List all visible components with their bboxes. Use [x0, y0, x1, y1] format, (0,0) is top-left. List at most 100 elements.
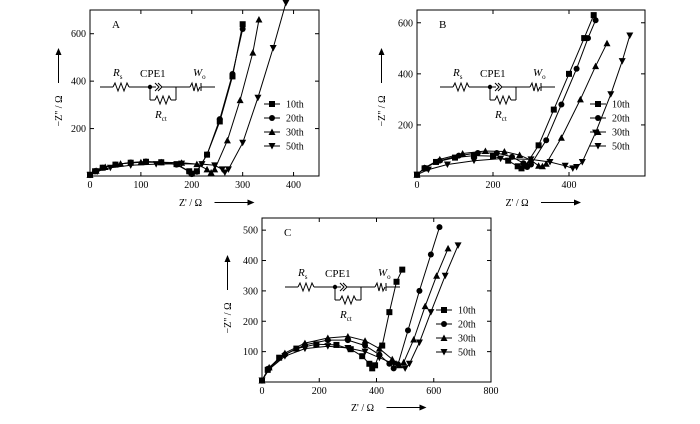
marker-square [239, 21, 246, 28]
marker-square [399, 266, 406, 273]
y-axis-arrowhead [224, 255, 231, 262]
x-tick-label: 0 [260, 386, 265, 397]
circuit-rct-resistor [494, 94, 512, 106]
marker-square [490, 153, 496, 160]
marker-circle [441, 321, 447, 327]
marker-triangle-down [281, 353, 289, 360]
series-line [261, 269, 403, 381]
marker-triangle-up [268, 128, 276, 135]
marker-triangle-up [375, 345, 383, 352]
marker-square [359, 353, 366, 360]
marker-square [581, 35, 588, 42]
marker-square [347, 346, 354, 353]
equivalent-circuit: Rs CPE1 Rct Wo [100, 67, 215, 123]
legend-entry-30th: 30th [286, 128, 304, 139]
marker-square [452, 154, 458, 161]
marker-triangle-down [443, 161, 451, 169]
circuit-label-wo-sub: o [542, 73, 546, 81]
marker-triangle-up [436, 155, 444, 163]
marker-triangle-down [470, 157, 478, 165]
marker-triangle-up [203, 165, 211, 173]
marker-circle [436, 224, 443, 231]
marker-square [366, 360, 373, 367]
x-tick-label: 300 [235, 180, 250, 191]
marker-triangle-up [576, 95, 584, 103]
marker-triangle-down [626, 32, 634, 40]
marker-triangle-up [400, 358, 408, 366]
plot-frame [416, 9, 646, 177]
series-line [261, 248, 449, 381]
marker-square [369, 365, 376, 372]
marker-triangle-down [258, 377, 266, 384]
marker-triangle-down [569, 165, 577, 172]
circuit-label-rs-sub: s [120, 73, 123, 81]
marker-triangle-up [255, 15, 263, 23]
circuit-rs-resistor [452, 81, 470, 93]
marker-circle [520, 160, 527, 167]
x-axis-label: Z' / Ω [505, 198, 528, 209]
marker-square [441, 307, 447, 313]
marker-triangle-up [324, 334, 332, 341]
legend-entry-20th: 20th [612, 114, 630, 125]
series-50th [413, 32, 634, 179]
legend-entry-30th: 30th [458, 334, 476, 345]
marker-triangle-up [603, 39, 611, 47]
circuit-label-wo: Wo [193, 67, 206, 81]
marker-triangle-up [236, 96, 244, 104]
x-tick-label: 100 [133, 180, 148, 191]
marker-circle [216, 116, 223, 123]
marker-triangle-down [607, 91, 615, 98]
marker-square [595, 101, 601, 107]
marker-triangle-down [618, 58, 626, 65]
marker-triangle-up [592, 62, 600, 70]
series-10th [259, 266, 406, 384]
circuit-label-wo: Wo [533, 67, 546, 81]
circuit-wo-element [529, 81, 541, 93]
y-tick-label: 600 [398, 18, 413, 29]
x-tick-label: 400 [369, 386, 384, 397]
marker-square [372, 362, 379, 369]
marker-square [535, 142, 542, 149]
panel-label: A [112, 19, 120, 31]
series-50th [86, 0, 290, 179]
marker-square [518, 165, 525, 172]
series-50th [258, 242, 462, 384]
legend-entry-20th: 20th [458, 320, 476, 331]
marker-triangle-down [221, 169, 229, 176]
marker-triangle-down [178, 160, 186, 168]
marker-triangle-down [401, 365, 409, 372]
marker-triangle-up [594, 128, 602, 135]
marker-triangle-down [413, 171, 421, 179]
x-tick-label: 0 [88, 180, 93, 191]
circuit-label-rct: Rct [154, 109, 167, 123]
marker-triangle-down [361, 348, 369, 356]
marker-triangle-up [538, 162, 546, 170]
circuit-wo-element [374, 281, 386, 293]
marker-triangle-up [211, 165, 219, 173]
panel-label: B [439, 19, 446, 31]
marker-triangle-up [542, 160, 550, 167]
panel-b: 0 200 400 200 400 600 B 10th 20th 30th 50th Z' / Ω −… [377, 9, 646, 209]
marker-circle [573, 65, 580, 72]
circuit-rs-resistor [112, 81, 130, 93]
x-axis-arrowhead [247, 199, 255, 206]
marker-triangle-up [481, 147, 489, 154]
marker-triangle-down [198, 161, 206, 168]
equivalent-circuit: Rs CPE1 Rct Wo [285, 267, 400, 323]
plot-frame [89, 9, 320, 177]
series-line [89, 19, 260, 176]
marker-triangle-down [324, 343, 332, 350]
legend-entry-50th: 50th [458, 348, 476, 359]
marker-triangle-up [344, 332, 352, 340]
legend-entry-10th: 10th [612, 100, 630, 111]
x-axis-arrowhead [419, 404, 427, 411]
circuit-label-cpe1: CPE1 [140, 68, 166, 80]
marker-triangle-down [86, 171, 94, 179]
x-tick-label: 200 [486, 180, 501, 191]
marker-square [313, 341, 320, 348]
circuit-label-wo-sub: o [202, 73, 206, 81]
x-tick-label: 800 [484, 386, 499, 397]
x-tick-label: 200 [312, 386, 327, 397]
circuit-label-rct: Rct [339, 309, 352, 323]
